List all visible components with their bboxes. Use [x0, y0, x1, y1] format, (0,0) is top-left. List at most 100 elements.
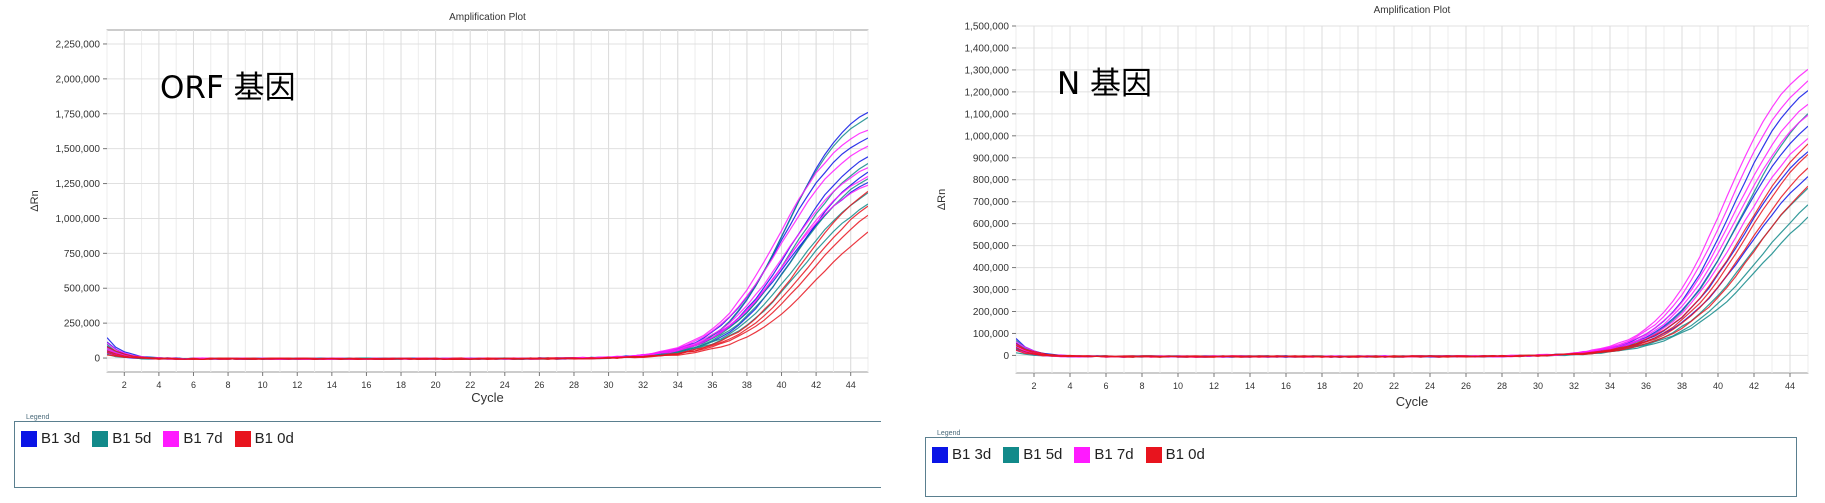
legend-label: B1 5d [112, 430, 152, 447]
y-tick-label: 700,000 [973, 197, 1010, 208]
legend-item-b1-3d: B1 3d [21, 430, 80, 447]
y-tick-label: 1,000,000 [965, 131, 1010, 142]
curve-b1-0d [1016, 153, 1808, 358]
x-axis-label: Cycle [471, 390, 504, 405]
legend-box-n: Legend B1 3d B1 5d B1 7d B1 0d [925, 430, 1797, 497]
legend-swatch [1145, 446, 1162, 463]
gene-label-orf: ORF 基因 [160, 70, 296, 106]
y-axis-label: ΔRn [29, 190, 41, 211]
x-tick-label: 40 [1713, 381, 1723, 391]
x-tick-label: 28 [1497, 381, 1507, 391]
x-tick-label: 20 [431, 380, 441, 390]
legend-title: Legend [934, 430, 964, 437]
series-group [1016, 68, 1808, 358]
x-tick-label: 10 [258, 380, 268, 390]
x-tick-label: 22 [1389, 381, 1399, 391]
x-tick-label: 6 [191, 380, 196, 390]
x-tick-label: 28 [569, 380, 579, 390]
x-tick-label: 2 [122, 380, 127, 390]
y-tick-label: 1,500,000 [56, 144, 101, 155]
legend-swatch [163, 430, 180, 447]
x-tick-label: 40 [777, 380, 787, 390]
amplification-plot-n: Amplification Plot 0 100,000 200,000 300,000… [915, 0, 1825, 503]
chart-svg-n: Amplification Plot 0 100,000 200,000 300,000… [936, 5, 1809, 409]
x-tick-label: 36 [707, 380, 717, 390]
x-tick-label: 34 [1605, 381, 1615, 391]
x-tick-label: 32 [1569, 381, 1579, 391]
legend-swatch [1003, 446, 1020, 463]
x-tick-label: 24 [1425, 381, 1435, 391]
y-tick-label: 100,000 [973, 329, 1010, 340]
x-tick-label: 22 [465, 380, 475, 390]
legend-swatch [92, 430, 109, 447]
y-tick-label: 600,000 [973, 219, 1010, 230]
y-tick-label: 250,000 [64, 319, 101, 330]
x-tick-label: 38 [742, 380, 752, 390]
x-tick-label: 38 [1677, 381, 1687, 391]
legend-swatch [21, 430, 37, 447]
x-tick-label: 8 [226, 380, 231, 390]
x-tick-label: 26 [1461, 381, 1471, 391]
x-tick-label: 20 [1353, 381, 1363, 391]
x-tick-label: 2 [1031, 381, 1036, 391]
y-tick-label: 0 [94, 354, 100, 365]
x-tick-label: 30 [604, 380, 614, 390]
y-tick-label: 800,000 [973, 175, 1010, 186]
y-tick-label: 1,300,000 [965, 65, 1010, 76]
x-tick-label: 34 [673, 380, 683, 390]
y-tick-label: 900,000 [973, 153, 1010, 164]
legend-item-b1-7d: B1 7d [1074, 446, 1134, 463]
y-axis-label: ΔRn [936, 189, 948, 210]
y-tick-label: 200,000 [973, 307, 1010, 318]
x-tick-label: 18 [396, 380, 406, 390]
x-tick-label: 36 [1641, 381, 1651, 391]
chart-svg-orf: Amplification Plot 0 250,000 500,000 750,000… [29, 12, 869, 405]
x-tick-label: 42 [811, 380, 821, 390]
y-tick-label: 1,500,000 [965, 22, 1010, 33]
x-tick-label: 4 [156, 380, 161, 390]
x-axis-label: Cycle [1396, 394, 1429, 409]
legend-label: B1 3d [41, 430, 81, 447]
legend-item-b1-5d: B1 5d [92, 430, 151, 447]
curve-b1-0d [107, 205, 868, 360]
y-tick-label: 500,000 [973, 241, 1010, 252]
legend-item-b1-7d: B1 7d [163, 430, 223, 447]
legend-label: B1 0d [254, 430, 294, 447]
legend-label: B1 7d [1094, 446, 1134, 463]
gene-label-n: N 基因 [1057, 66, 1153, 102]
x-tick-label: 14 [327, 380, 337, 390]
y-tick-label: 0 [1003, 351, 1009, 362]
chart-title: Amplification Plot [449, 12, 526, 23]
y-tick-label: 1,200,000 [965, 87, 1010, 98]
amplification-plot-orf: Amplification Plot 0 250,000 500,000 750,000… [0, 0, 881, 503]
y-tick-label: 400,000 [973, 263, 1010, 274]
chart-title: Amplification Plot [1374, 5, 1451, 16]
legend-title: Legend [23, 414, 53, 421]
y-tick-label: 1,400,000 [965, 43, 1010, 54]
y-tick-label: 1,100,000 [965, 109, 1010, 120]
x-tick-label: 16 [361, 380, 371, 390]
y-tick-label: 750,000 [64, 249, 101, 260]
legend-label: B1 0d [1165, 446, 1205, 463]
y-tick-label: 1,250,000 [56, 179, 101, 190]
y-tick-label: 2,000,000 [56, 74, 101, 85]
legend-box-orf: Legend B1 3d B1 5d B1 7d B1 0d [14, 414, 881, 488]
x-tick-label: 30 [1533, 381, 1543, 391]
x-tick-label: 24 [500, 380, 510, 390]
x-tick-label: 26 [534, 380, 544, 390]
x-tick-label: 16 [1281, 381, 1291, 391]
legend-swatch [932, 446, 948, 463]
y-tick-label: 2,250,000 [56, 39, 101, 50]
y-tick-label: 500,000 [64, 284, 101, 295]
legend-item-b1-5d: B1 5d [1003, 446, 1062, 463]
legend-item-b1-0d: B1 0d [1145, 446, 1205, 463]
x-tick-label: 44 [846, 380, 856, 390]
x-tick-label: 14 [1245, 381, 1255, 391]
x-tick-label: 12 [292, 380, 302, 390]
x-tick-label: 44 [1785, 381, 1795, 391]
legend-label: B1 3d [952, 446, 992, 463]
x-tick-label: 8 [1139, 381, 1144, 391]
x-tick-label: 6 [1103, 381, 1108, 391]
x-tick-label: 18 [1317, 381, 1327, 391]
x-tick-label: 4 [1067, 381, 1072, 391]
